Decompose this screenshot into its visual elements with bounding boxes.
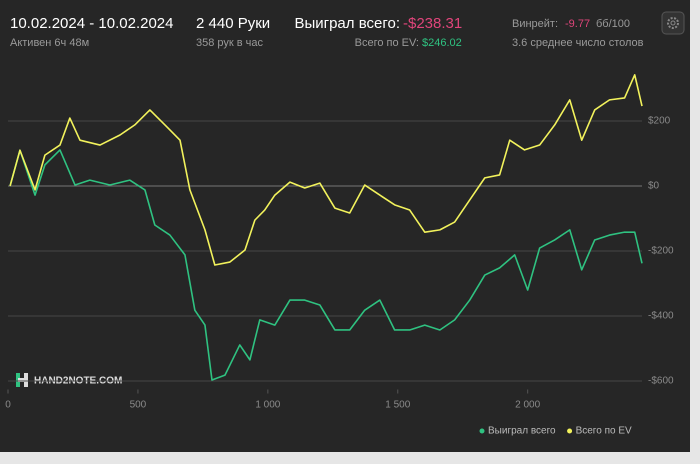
series-line [9,74,643,266]
series-line [9,149,643,381]
x-tick-label: 2 000 [515,400,540,411]
legend-marker [567,428,573,434]
hands-per-hour: 358 рук в час [196,37,264,49]
panel [0,0,690,452]
x-tick-label: 1 000 [255,400,280,411]
y-tick-label: $200 [648,116,671,127]
y-tick-label: -$400 [648,311,674,322]
won-label: Выиграл всего: [294,15,400,32]
legend-label: Всего по EV [576,426,632,437]
y-tick-label: -$200 [648,246,674,257]
legend-marker [479,428,485,434]
y-tick-label: $0 [648,181,660,192]
x-tick-label: 1 500 [385,400,410,411]
hands: 2 440 Руки [196,15,270,32]
legend-label: Выиграл всего [488,426,556,437]
x-tick-label: 0 [5,400,11,411]
x-tick-label: 500 [130,400,147,411]
settings-button[interactable] [661,11,685,35]
active-time: Активен 6ч 48м [10,37,89,49]
won-value: -$238.31 [403,15,462,32]
y-tick-label: -$600 [648,376,674,387]
winrate-label: Винрейт: [512,18,558,30]
winrate-unit: бб/100 [596,18,630,30]
date-range: 10.02.2024 - 10.02.2024 [10,15,173,32]
winrate-value: -9.77 [565,18,590,30]
ev-value: $246.02 [422,37,462,49]
ev-label: Всего по EV: [355,37,419,49]
tables: 3.6 среднее число столов [512,37,644,49]
